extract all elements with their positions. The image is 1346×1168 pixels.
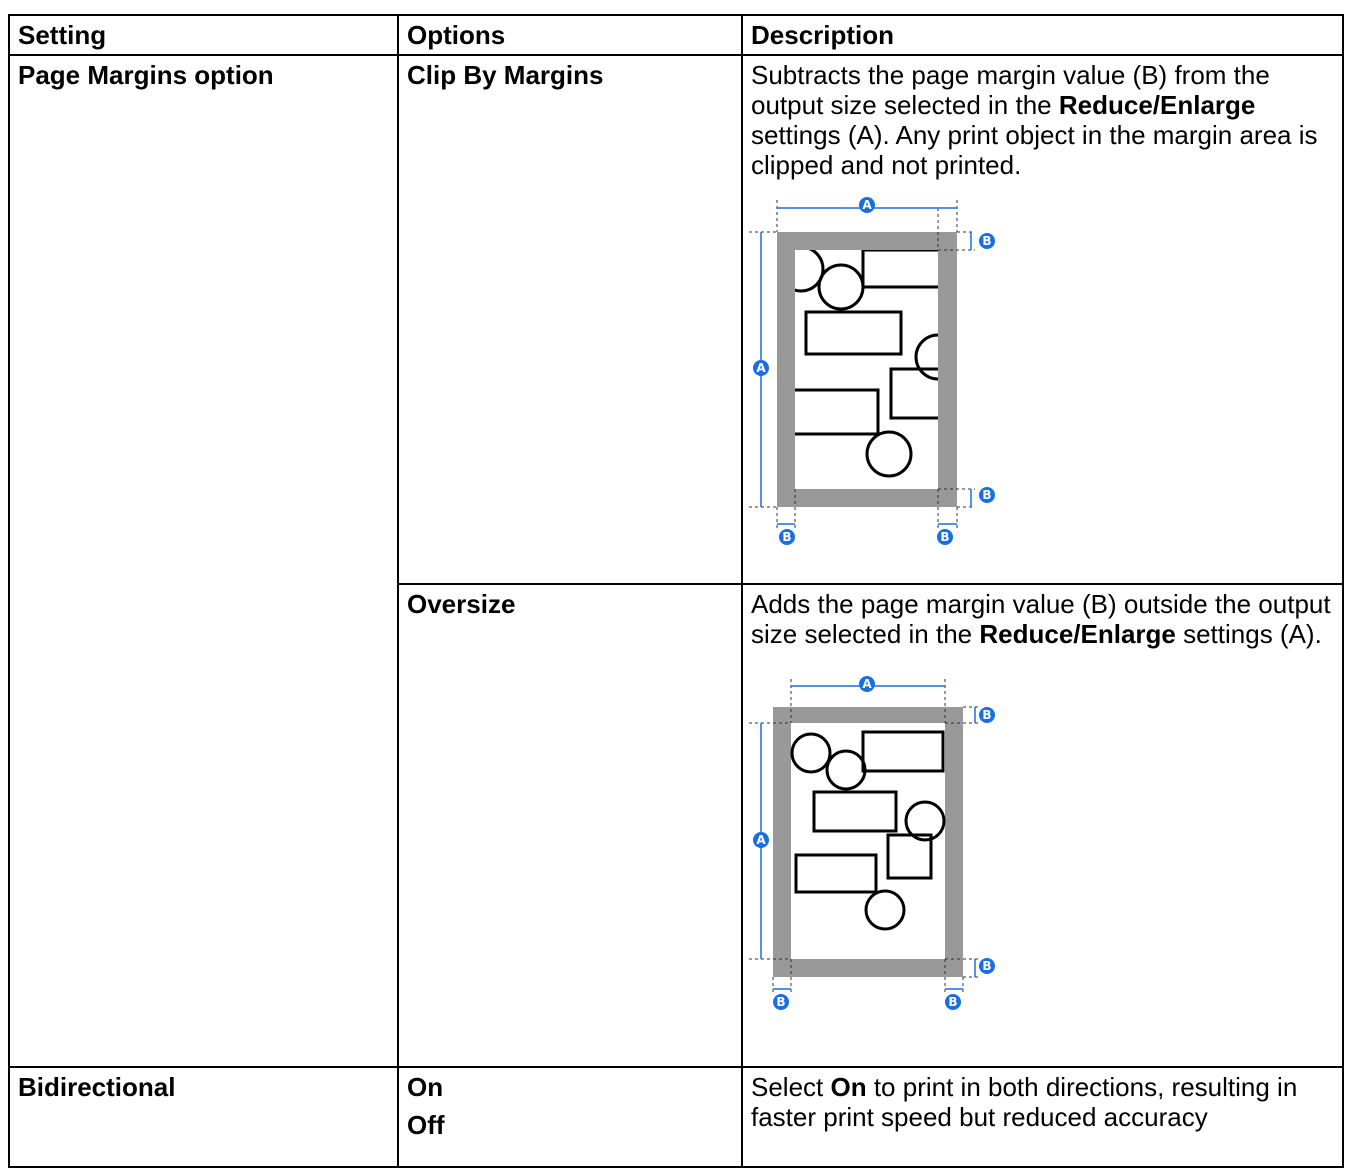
header-row: Setting Options Description	[8, 14, 1344, 56]
bold-text: Reduce/Enlarge	[979, 619, 1176, 649]
row: Bidirectional On Off Select On to print …	[8, 1066, 1344, 1168]
setting: Page Margins option	[18, 60, 274, 90]
option: Oversize	[407, 589, 516, 619]
options-cell: On Off	[397, 1066, 743, 1168]
figure-label: B	[982, 959, 991, 973]
figure-label: A	[756, 361, 766, 375]
header-cell: Setting	[8, 14, 399, 56]
figure-label: A	[756, 833, 766, 847]
figure-label: B	[948, 995, 957, 1009]
bold-text: Reduce/Enlarge	[1058, 90, 1256, 120]
text: Adds the page margin value (B) outside t…	[751, 589, 1331, 649]
text: Subtracts the page margin value (B) from…	[751, 60, 1270, 120]
description: Adds the page margin value (B) outside t…	[751, 589, 1334, 649]
text: Select	[751, 1072, 831, 1102]
description-cell: Adds the page margin value (B) outside t…	[741, 583, 1344, 1068]
header-cell: Description	[741, 14, 1344, 56]
figure-label: B	[782, 530, 791, 544]
options-cell: Oversize	[397, 583, 743, 1068]
setting-cell: Bidirectional	[8, 1066, 399, 1168]
row: Page Margins option Clip By Margins Subt…	[8, 54, 1344, 1068]
setting-cell: Page Margins option	[8, 54, 399, 1068]
settings-table: Setting Options Description Page Margins…	[8, 14, 1344, 1168]
description: Select On to print in both directions, r…	[751, 1072, 1334, 1132]
bold-text: On	[830, 1072, 867, 1102]
text: settings (A).	[1175, 619, 1322, 649]
text: to print in both directions, resulting i…	[751, 1072, 1298, 1132]
header-cell: Options	[397, 14, 743, 56]
oversize-figure: A A B B B B	[749, 676, 995, 1010]
text: settings (A). Any print object in the ma…	[751, 120, 1318, 180]
options-cell: Clip By Margins	[397, 54, 743, 585]
option: Off	[407, 1110, 445, 1140]
description-cell: Subtracts the page margin value (B) from…	[741, 54, 1344, 585]
option: On	[407, 1072, 444, 1102]
figure-label: B	[940, 530, 949, 544]
figure-label: B	[982, 708, 991, 722]
row: Oversize Adds the page margin value (B) …	[9, 583, 1344, 1068]
figure-label: B	[982, 234, 991, 248]
figure-label: A	[862, 198, 872, 212]
setting: Bidirectional	[18, 1072, 176, 1102]
figure-label: B	[982, 488, 991, 502]
figure-label: A	[862, 677, 872, 691]
clip-figure: A A B B B B	[749, 197, 995, 545]
option: Clip By Margins	[407, 60, 604, 90]
figure-label: B	[776, 995, 785, 1009]
description-cell: Select On to print in both directions, r…	[741, 1066, 1344, 1168]
description: Subtracts the page margin value (B) from…	[751, 60, 1334, 180]
